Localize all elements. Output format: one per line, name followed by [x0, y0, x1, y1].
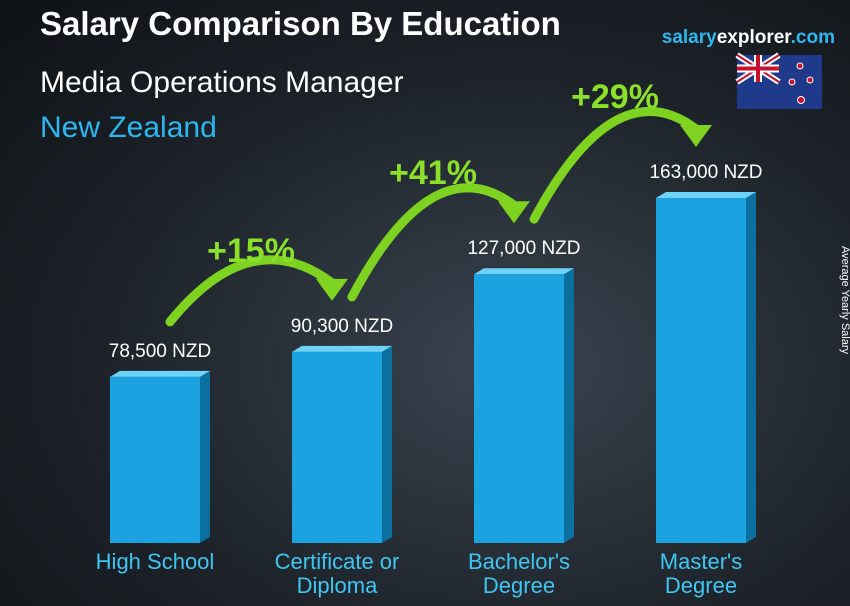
location: New Zealand [40, 111, 217, 144]
bar-top [474, 268, 574, 275]
bar [292, 351, 382, 543]
change-arrow [165, 255, 337, 327]
bar-side [382, 345, 392, 543]
bar [110, 376, 200, 543]
brand-part: salary [662, 27, 717, 48]
change-label: +15% [207, 232, 295, 270]
arrow-head [316, 278, 348, 301]
bar-side [746, 192, 756, 543]
change-label: +29% [571, 78, 659, 116]
category-label: Certificate or Diploma [274, 549, 400, 598]
bar [656, 198, 746, 543]
bar-side [564, 268, 574, 543]
value-label: 90,300 NZD [291, 316, 393, 337]
flag [735, 52, 822, 109]
change-label: +41% [389, 154, 477, 192]
category-label: Master's Degree [659, 549, 743, 598]
arrow-head [498, 201, 530, 224]
arrow-head [680, 125, 712, 147]
value-label: 78,500 NZD [109, 341, 211, 362]
bar-top [292, 345, 392, 352]
axis-label: Average Yearly Salary [839, 246, 850, 355]
bar-side [200, 370, 210, 543]
bar [474, 274, 564, 543]
bar-top [656, 192, 756, 198]
value-label: 163,000 NZD [649, 162, 762, 183]
brand-part: .com [791, 27, 835, 48]
brand: salaryexplorer.com [662, 27, 835, 48]
bar-top [110, 370, 210, 377]
change-arrow [529, 107, 701, 224]
category-label: High School [95, 549, 215, 574]
category-label: Bachelor's Degree [467, 549, 571, 598]
brand-part: explorer [717, 27, 793, 48]
change-arrow [347, 183, 519, 302]
chart-title: Salary Comparison By Education [40, 5, 561, 42]
value-label: 127,000 NZD [467, 238, 580, 259]
subtitle: Media Operations Manager [40, 66, 404, 99]
